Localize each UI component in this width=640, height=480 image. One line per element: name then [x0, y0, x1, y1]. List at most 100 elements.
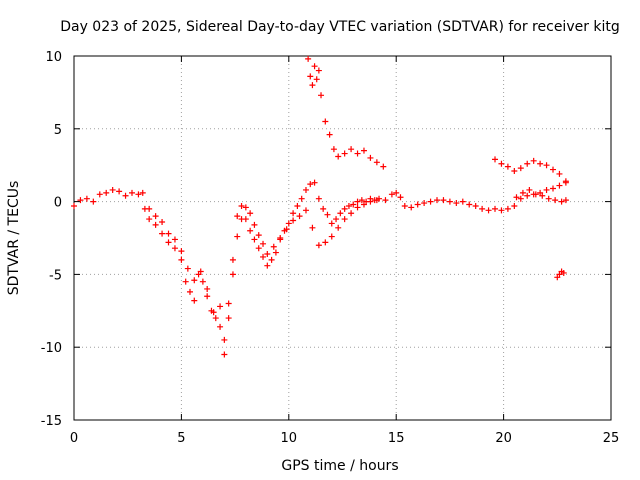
- data-point: [414, 201, 421, 208]
- series-main-trace: [71, 179, 569, 343]
- y-tick-label: -15: [41, 414, 62, 429]
- data-point: [504, 163, 511, 170]
- data-point: [519, 189, 526, 196]
- data-point: [550, 185, 557, 192]
- data-point: [337, 210, 344, 217]
- data-point: [212, 315, 219, 322]
- y-tick-label: -10: [41, 341, 62, 356]
- data-point: [341, 205, 348, 212]
- data-point: [128, 189, 135, 196]
- data-point: [210, 309, 217, 316]
- data-point: [182, 278, 189, 285]
- data-point: [103, 189, 110, 196]
- data-point: [234, 213, 241, 220]
- data-point: [388, 191, 395, 198]
- data-point: [345, 202, 352, 209]
- data-point: [335, 153, 342, 160]
- series-outlier-cluster: [554, 268, 567, 281]
- data-point: [530, 157, 537, 164]
- data-point: [322, 118, 329, 125]
- data-point: [320, 205, 327, 212]
- data-point: [191, 297, 198, 304]
- x-tick-label: 25: [603, 431, 620, 446]
- data-point: [408, 204, 415, 211]
- data-point: [199, 278, 206, 285]
- y-axis-label: SDTVAR / TECUs: [6, 181, 22, 296]
- series-upper-branch: [305, 55, 387, 170]
- data-point: [71, 202, 77, 209]
- data-point: [511, 202, 518, 209]
- x-tick-labels: 0 5 10 15 20 25: [70, 431, 619, 446]
- data-point: [466, 201, 473, 208]
- data-point: [298, 195, 305, 202]
- data-point: [277, 236, 284, 243]
- data-point: [348, 210, 355, 217]
- data-point: [354, 150, 361, 157]
- y-tick-label: -5: [49, 268, 62, 283]
- data-point: [524, 160, 531, 167]
- data-point: [380, 163, 387, 170]
- data-point: [165, 230, 172, 237]
- x-tick-label: 20: [495, 431, 512, 446]
- data-point: [562, 197, 569, 204]
- plot-frame: [73, 55, 612, 421]
- data-point: [311, 63, 318, 70]
- data-point: [152, 213, 159, 220]
- series-secondary-trace: [139, 189, 380, 358]
- data-point: [485, 207, 492, 214]
- data-point: [315, 242, 322, 249]
- data-point: [285, 220, 292, 227]
- data-point: [354, 198, 361, 205]
- data-point: [397, 194, 404, 201]
- data-point: [251, 236, 258, 243]
- y-tick-labels: -15 -10 -5 0 5 10: [41, 50, 62, 429]
- data-point: [517, 195, 524, 202]
- data-point: [204, 293, 211, 300]
- data-point: [328, 233, 335, 240]
- data-point: [171, 236, 178, 243]
- data-point: [532, 191, 539, 198]
- data-point: [83, 195, 90, 202]
- data-point: [255, 232, 262, 239]
- data-point: [326, 131, 333, 138]
- data-point: [543, 162, 550, 169]
- data-point: [139, 189, 146, 196]
- data-point: [302, 207, 309, 214]
- data-point: [290, 217, 297, 224]
- data-point: [221, 351, 228, 358]
- data-point: [324, 211, 331, 218]
- data-point: [335, 224, 342, 231]
- data-point: [184, 265, 191, 272]
- data-point: [479, 205, 486, 212]
- data-point: [311, 179, 318, 186]
- data-point: [268, 256, 275, 263]
- data-point: [315, 67, 322, 74]
- data-point: [221, 336, 228, 343]
- data-point: [537, 160, 544, 167]
- data-point: [260, 240, 267, 247]
- data-point: [309, 82, 316, 89]
- data-point: [302, 186, 309, 193]
- data-point: [318, 92, 325, 99]
- data-point: [135, 191, 142, 198]
- grid-layer: [74, 56, 611, 420]
- data-point: [307, 181, 314, 188]
- data-point: [556, 182, 563, 189]
- data-point: [109, 186, 116, 193]
- data-point: [96, 191, 103, 198]
- data-point: [146, 205, 153, 212]
- data-point: [446, 198, 453, 205]
- data-point: [427, 198, 434, 205]
- data-point: [307, 73, 314, 80]
- data-point: [492, 205, 499, 212]
- data-point: [217, 323, 224, 330]
- data-point: [204, 285, 211, 292]
- data-point: [367, 154, 374, 161]
- tick-layer: [73, 55, 612, 421]
- data-point: [171, 245, 178, 252]
- data-point: [90, 198, 97, 205]
- data-point: [513, 194, 520, 201]
- data-point: [251, 221, 258, 228]
- data-point: [225, 315, 232, 322]
